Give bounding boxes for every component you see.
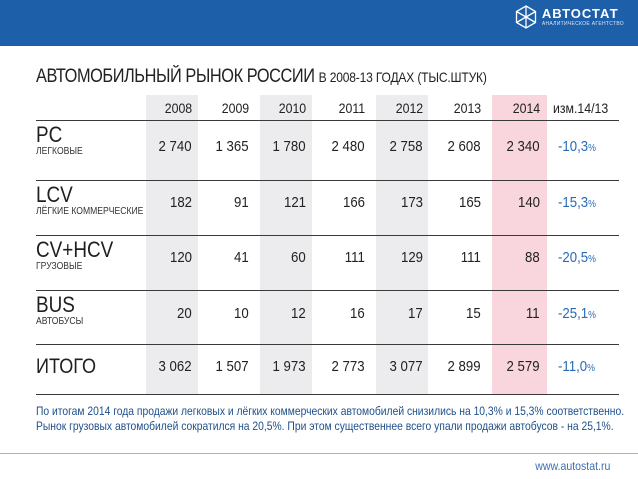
brand-subtitle: АНАЛИТИЧЕСКОЕ АГЕНТСТВО bbox=[541, 20, 624, 27]
header-bar: АВТОСТАТ АНАЛИТИЧЕСКОЕ АГЕНТСТВО bbox=[0, 0, 638, 46]
change-number: -11,0 bbox=[558, 358, 588, 375]
col-header: 2010 bbox=[278, 100, 306, 116]
snowflake-logo-icon bbox=[515, 5, 536, 29]
change-value: -10,3% bbox=[558, 138, 596, 155]
table-cell: 15 bbox=[466, 305, 481, 322]
change-unit: % bbox=[588, 254, 596, 265]
change-unit: % bbox=[588, 199, 596, 210]
col-header: 2008 bbox=[164, 100, 192, 116]
table-cell: 2 608 bbox=[447, 138, 481, 155]
table-cell: 173 bbox=[400, 194, 423, 211]
row-label-total: ИТОГО bbox=[36, 356, 96, 378]
page-title: АВТОМОБИЛЬНЫЙ РЫНОК РОССИИ В 2008-13 ГОД… bbox=[36, 66, 487, 88]
table-cell: 20 bbox=[177, 305, 192, 322]
table-cell: 16 bbox=[350, 305, 365, 322]
col-header-change: изм.14/13 bbox=[553, 100, 609, 116]
table-cell: 1 780 bbox=[272, 138, 306, 155]
change-value: -11,0% bbox=[558, 358, 595, 375]
table-cell: 12 bbox=[291, 305, 306, 322]
table-cell: 88 bbox=[525, 249, 540, 266]
row-sublabel: ЛЁГКИЕ КОММЕРЧЕСКИЕ bbox=[36, 206, 144, 217]
change-number: -10,3 bbox=[558, 138, 589, 155]
table-cell: 17 bbox=[408, 305, 423, 322]
title-sub: В 2008-13 ГОДАХ (ТЫС.ШТУК) bbox=[318, 69, 487, 85]
row-label: CV+HCV bbox=[36, 237, 114, 262]
table-cell: 41 bbox=[234, 249, 249, 266]
table-cell: 182 bbox=[169, 194, 192, 211]
col-header: 2009 bbox=[221, 100, 249, 116]
table-cell: 165 bbox=[458, 194, 481, 211]
divider bbox=[36, 394, 619, 395]
divider bbox=[36, 235, 619, 236]
row-label: PC bbox=[36, 122, 63, 147]
table-cell: 2 340 bbox=[506, 138, 540, 155]
table-cell: 2 740 bbox=[158, 138, 192, 155]
table-cell: 1 973 bbox=[272, 358, 306, 375]
row-label: ИТОГО bbox=[36, 355, 97, 378]
table-cell: 120 bbox=[169, 249, 192, 266]
row-sublabel: ЛЕГКОВЫЕ bbox=[36, 146, 83, 157]
footnote-line: Рынок грузовых автомобилей сократился на… bbox=[36, 419, 614, 433]
divider bbox=[36, 344, 619, 345]
divider bbox=[36, 290, 619, 291]
table-cell: 140 bbox=[517, 194, 540, 211]
col-header: 2012 bbox=[395, 100, 423, 116]
title-main: АВТОМОБИЛЬНЫЙ РЫНОК РОССИИ bbox=[36, 66, 315, 87]
change-number: -15,3 bbox=[558, 194, 589, 211]
row-label-bus: BUS АВТОБУСЫ bbox=[36, 292, 84, 328]
row-label-lcv: LCV ЛЁГКИЕ КОММЕРЧЕСКИЕ bbox=[36, 182, 144, 218]
divider bbox=[36, 180, 619, 181]
table-cell: 2 579 bbox=[506, 358, 540, 375]
table-cell: 111 bbox=[344, 249, 365, 266]
brand-logo: АВТОСТАТ АНАЛИТИЧЕСКОЕ АГЕНТСТВО bbox=[514, 5, 624, 29]
change-unit: % bbox=[588, 310, 596, 321]
change-value: -15,3% bbox=[558, 194, 596, 211]
table-cell: 10 bbox=[234, 305, 249, 322]
row-sublabel: АВТОБУСЫ bbox=[36, 316, 84, 327]
table-cell: 121 bbox=[283, 194, 306, 211]
change-value: -25,1% bbox=[558, 305, 596, 322]
col-header: 2011 bbox=[338, 100, 365, 116]
table-cell: 166 bbox=[342, 194, 365, 211]
table-cell: 1 507 bbox=[215, 358, 249, 375]
row-label: BUS bbox=[36, 292, 75, 317]
brand-name: АВТОСТАТ bbox=[541, 5, 619, 21]
divider bbox=[36, 120, 619, 121]
table-cell: 2 758 bbox=[389, 138, 423, 155]
table-cell: 129 bbox=[400, 249, 423, 266]
table-cell: 111 bbox=[460, 249, 481, 266]
footnote: По итогам 2014 года продажи легковых и л… bbox=[36, 404, 624, 434]
row-sublabel: ГРУЗОВЫЕ bbox=[36, 261, 83, 272]
change-unit: % bbox=[588, 143, 596, 154]
footer-divider bbox=[0, 453, 638, 454]
table-cell: 2 773 bbox=[331, 358, 365, 375]
table-cell: 60 bbox=[291, 249, 306, 266]
table-cell: 2 480 bbox=[331, 138, 365, 155]
footnote-line: По итогам 2014 года продажи легковых и л… bbox=[36, 404, 625, 418]
table-cell: 2 899 bbox=[447, 358, 481, 375]
row-label-pc: PC ЛЕГКОВЫЕ bbox=[36, 122, 83, 158]
col-header: 2014 bbox=[512, 100, 540, 116]
col-header: 2013 bbox=[453, 100, 481, 116]
row-label-cv: CV+HCV ГРУЗОВЫЕ bbox=[36, 237, 114, 273]
table-cell: 3 077 bbox=[389, 358, 423, 375]
site-link[interactable]: www.autostat.ru bbox=[534, 459, 610, 473]
change-number: -20,5 bbox=[558, 249, 589, 266]
table-cell: 1 365 bbox=[215, 138, 249, 155]
table-cell: 3 062 bbox=[158, 358, 192, 375]
change-number: -25,1 bbox=[558, 305, 589, 322]
table-cell: 11 bbox=[526, 305, 540, 322]
row-label: LCV bbox=[36, 182, 73, 207]
table-cell: 91 bbox=[234, 194, 249, 211]
change-value: -20,5% bbox=[558, 249, 596, 266]
change-unit: % bbox=[587, 363, 595, 374]
